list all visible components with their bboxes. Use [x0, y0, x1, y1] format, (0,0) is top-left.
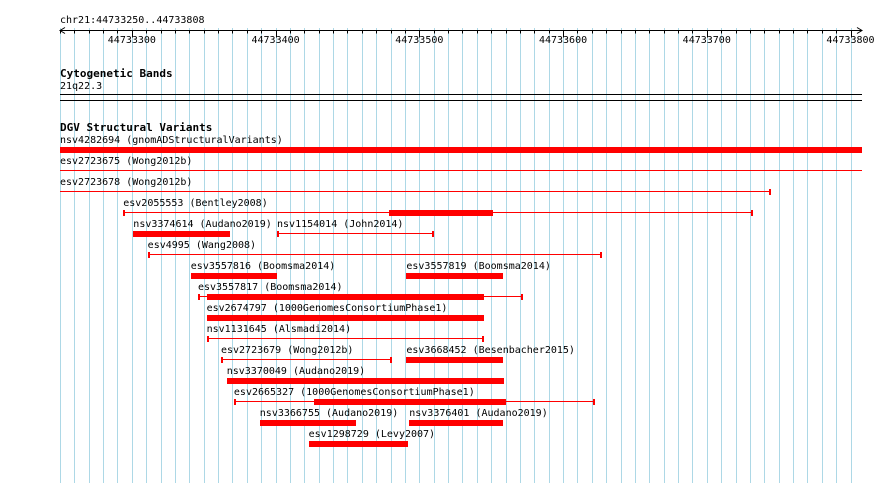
sv-feature-start-cap	[277, 231, 280, 237]
ruler-tick-label: 44733300	[107, 35, 156, 46]
sv-feature-end-cap	[390, 357, 392, 363]
sv-label: esv2723679 (Wong2012b)	[220, 345, 354, 356]
sv-label: nsv3374614 (Audano2019)	[133, 219, 272, 230]
sv-label: esv2723675 (Wong2012b)	[60, 156, 193, 167]
sv-feature-block	[60, 147, 862, 153]
sv-feature-end-cap	[769, 189, 772, 195]
ruler-tick-label: 44733700	[682, 35, 731, 46]
ruler-tick-label: 44733500	[395, 35, 444, 46]
sv-feature-block	[133, 231, 230, 237]
sv-feature-block	[259, 420, 357, 426]
cytoband-label: 21q22.3	[60, 81, 103, 92]
ruler	[59, 27, 863, 38]
sv-label: esv3557817 (Boomsma2014)	[197, 282, 343, 293]
sv-feature-end-cap	[431, 231, 434, 237]
sv-label: esv3557819 (Boomsma2014)	[406, 261, 551, 272]
sv-feature[interactable]	[60, 170, 862, 171]
ruler-tick-label: 44733400	[251, 35, 300, 46]
sv-feature[interactable]	[60, 191, 772, 192]
sv-feature-block	[206, 315, 484, 321]
sv-label: esv4995 (Wang2008)	[147, 240, 257, 251]
sv-feature-start-cap	[233, 399, 236, 405]
sv-feature-block	[206, 294, 484, 300]
dgv-title: DGV Structural Variants	[60, 121, 213, 134]
ruler-tick-label: 44733600	[538, 35, 588, 46]
ruler-arrow-right	[856, 27, 863, 34]
sv-feature-end-cap	[481, 336, 484, 342]
cytoband-bar-bottom	[60, 100, 862, 101]
cytoband-bar-top	[60, 94, 862, 95]
sv-label: esv2723678 (Wong2012b)	[60, 177, 193, 188]
sv-feature-start-cap	[197, 294, 200, 300]
ruler-location: chr21:44733250..44733808	[60, 15, 205, 26]
sv-label: nsv1131645 (Alsmadi2014)	[206, 324, 352, 335]
sv-feature[interactable]	[220, 359, 392, 360]
sv-feature-start-cap	[206, 336, 209, 342]
cytobands-title: Cytogenetic Bands	[60, 67, 173, 80]
sv-feature-block	[389, 210, 493, 216]
sv-feature-block	[406, 273, 503, 279]
sv-feature-end-cap	[520, 294, 523, 300]
sv-label: esv3557816 (Boomsma2014)	[190, 261, 336, 272]
sv-feature[interactable]	[147, 254, 602, 255]
sv-label: nsv1154014 (John2014)	[277, 219, 404, 230]
sv-feature-block	[226, 378, 505, 384]
sv-feature[interactable]	[277, 233, 434, 234]
sv-feature[interactable]	[206, 338, 484, 339]
ruler-tick-label: 44733800	[826, 35, 875, 46]
sv-label: esv1298729 (Levy2007)	[308, 429, 436, 440]
sv-label: esv2674797 (1000GenomesConsortiumPhase1)	[206, 303, 448, 314]
sv-feature-block	[308, 441, 408, 447]
sv-label: nsv3370049 (Audano2019)	[226, 366, 366, 377]
sv-feature-end-cap	[599, 252, 602, 258]
sv-label: esv2055553 (Bentley2008)	[123, 198, 268, 209]
sv-feature-block	[409, 420, 503, 426]
sv-feature-start-cap	[147, 252, 150, 258]
sv-feature-block	[190, 273, 278, 279]
sv-label: esv2665327 (1000GenomesConsortiumPhase1)	[233, 387, 475, 398]
sv-label: nsv3376401 (Audano2019)	[409, 408, 548, 419]
sv-feature-end-cap	[592, 399, 595, 405]
sv-label: nsv3366755 (Audano2019)	[259, 408, 399, 419]
sv-feature-block	[314, 399, 506, 405]
sv-feature-start-cap	[123, 210, 126, 216]
sv-label: nsv4282694 (gnomADStructuralVariants)	[60, 135, 283, 146]
sv-feature-end-cap	[750, 210, 753, 216]
sv-feature-start-cap	[220, 357, 223, 363]
sv-label: esv3668452 (Besenbacher2015)	[406, 345, 575, 356]
sv-feature-block	[406, 357, 503, 363]
